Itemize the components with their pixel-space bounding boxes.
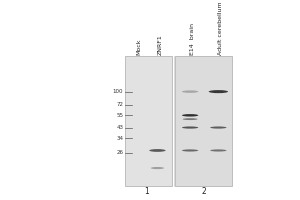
Ellipse shape: [183, 118, 198, 120]
Text: 100: 100: [113, 89, 123, 94]
Ellipse shape: [210, 126, 226, 129]
Text: ZNRF1: ZNRF1: [158, 34, 162, 55]
Ellipse shape: [151, 167, 164, 169]
Text: 2: 2: [201, 187, 206, 196]
Ellipse shape: [182, 90, 198, 93]
Text: Adult cerebellum: Adult cerebellum: [218, 1, 224, 55]
FancyBboxPatch shape: [125, 56, 172, 186]
Text: 1: 1: [145, 187, 149, 196]
Ellipse shape: [182, 114, 198, 117]
Ellipse shape: [209, 90, 228, 93]
Text: 72: 72: [116, 102, 123, 107]
Text: 55: 55: [116, 113, 123, 118]
Text: 26: 26: [116, 150, 123, 155]
Ellipse shape: [182, 126, 198, 129]
Text: Mock: Mock: [136, 38, 142, 55]
Text: 34: 34: [116, 136, 123, 141]
Ellipse shape: [182, 149, 198, 152]
FancyBboxPatch shape: [175, 56, 232, 186]
Ellipse shape: [149, 149, 166, 152]
Ellipse shape: [210, 149, 226, 152]
Text: 43: 43: [116, 125, 123, 130]
Text: E14  brain: E14 brain: [190, 23, 195, 55]
